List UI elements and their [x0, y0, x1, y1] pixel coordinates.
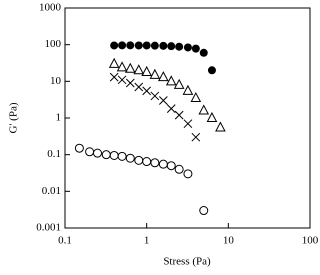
point: [117, 151, 127, 161]
point: [150, 158, 160, 168]
point: [108, 57, 120, 68]
x-tick-label: 100: [302, 235, 319, 247]
point: [109, 150, 119, 160]
point: [85, 147, 95, 157]
point: [166, 161, 176, 171]
point: [125, 78, 135, 88]
point: [126, 41, 135, 50]
point: [142, 86, 152, 96]
x-axis-label: Stress (Pa): [163, 256, 211, 268]
point: [101, 150, 111, 160]
point: [124, 62, 136, 73]
point: [110, 41, 119, 50]
point: [118, 41, 127, 50]
y-tick-label: 100: [45, 38, 62, 50]
point: [150, 91, 160, 101]
point: [158, 159, 168, 169]
point: [199, 206, 209, 216]
x-tick-label: 10: [223, 235, 235, 247]
point: [116, 61, 128, 72]
y-tick-label: 0.1: [47, 148, 61, 160]
point: [134, 155, 144, 165]
point: [182, 84, 194, 95]
point: [190, 91, 202, 103]
point: [215, 121, 226, 132]
point: [133, 64, 145, 75]
point: [173, 78, 185, 89]
point: [174, 164, 184, 174]
point: [149, 68, 161, 79]
point: [117, 75, 127, 85]
point: [159, 41, 168, 50]
point: [165, 75, 177, 86]
point: [207, 66, 216, 75]
x-tick-label: 1: [144, 235, 150, 247]
point: [183, 169, 193, 179]
point: [183, 119, 193, 129]
point: [150, 41, 159, 50]
point: [141, 65, 152, 76]
point: [175, 42, 184, 51]
plot-frame: [64, 7, 311, 229]
point: [191, 132, 201, 142]
point: [125, 153, 135, 163]
point: [158, 71, 169, 82]
point: [142, 157, 152, 167]
point: [167, 42, 176, 51]
point: [191, 44, 200, 53]
x-tick-label: 0.1: [58, 235, 72, 247]
y-tick-label: 1000: [39, 2, 62, 14]
y-axis-label: G' (Pa): [8, 102, 20, 133]
point: [74, 143, 84, 153]
point: [92, 148, 102, 158]
point: [109, 72, 119, 82]
point: [134, 82, 144, 92]
point: [158, 96, 168, 105]
y-tick-label: 0.01: [42, 185, 61, 197]
point: [183, 43, 192, 52]
point: [199, 48, 208, 57]
point: [206, 111, 218, 122]
point: [134, 41, 143, 50]
point: [198, 104, 210, 115]
y-tick-label: 10: [50, 75, 62, 87]
point: [166, 104, 176, 113]
point: [142, 41, 151, 50]
y-tick-label: 0.001: [36, 222, 61, 234]
point: [174, 110, 184, 120]
y-tick-label: 1: [56, 112, 62, 124]
